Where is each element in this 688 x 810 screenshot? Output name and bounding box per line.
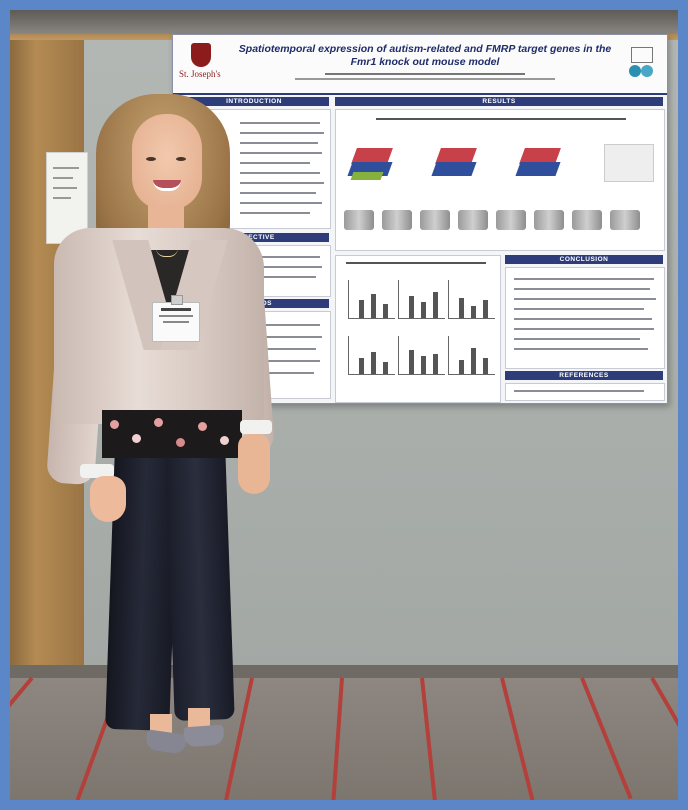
surface-plot	[431, 144, 478, 184]
face	[132, 114, 202, 210]
sleeve-cuff	[80, 464, 114, 478]
name-badge	[152, 295, 200, 342]
results-bar-charts	[335, 255, 501, 403]
section-objective: OBJECTIVE	[179, 233, 329, 242]
brain-slices	[344, 206, 654, 236]
sleeve-cuff	[240, 420, 272, 434]
ankle	[150, 714, 172, 734]
results-figure-panel	[335, 109, 665, 251]
section-references: REFERENCES	[505, 371, 663, 380]
poster-title: Spatiotemporal expression of autism-rela…	[238, 43, 612, 68]
section-conclusion: CONCLUSION	[505, 255, 663, 264]
right-leg	[165, 449, 235, 721]
floral-top	[102, 410, 242, 458]
poster-header: St. Joseph's Spatiotemporal expression o…	[173, 35, 667, 95]
eye	[176, 157, 186, 161]
conclusion-panel	[505, 267, 665, 369]
ceiling	[10, 10, 678, 34]
brain-map	[604, 144, 654, 182]
hand	[90, 476, 126, 522]
ankle	[188, 708, 210, 728]
photograph: St. Joseph's Spatiotemporal expression o…	[10, 10, 678, 800]
surface-plot	[515, 144, 562, 184]
eye	[146, 157, 156, 161]
poster-authors	[235, 71, 615, 83]
section-intro: INTRODUCTION	[179, 97, 329, 106]
crest-icon	[191, 43, 211, 67]
surface-plot	[347, 144, 394, 184]
section-results: RESULTS	[335, 97, 663, 106]
university-logo: St. Joseph's	[179, 41, 223, 85]
necklace	[156, 248, 178, 257]
hand	[238, 434, 270, 494]
smile	[153, 180, 181, 191]
logo-text: St. Joseph's	[179, 69, 221, 79]
institution-logo	[627, 47, 657, 81]
references-panel	[505, 383, 665, 401]
